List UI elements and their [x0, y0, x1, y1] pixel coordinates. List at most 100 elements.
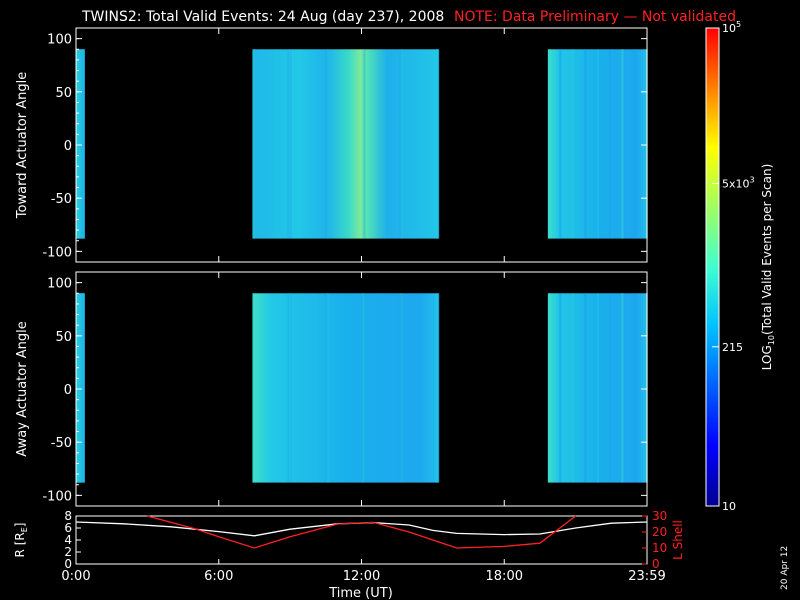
colorbar-tick-label-2: 215 [722, 341, 743, 354]
heatmap-streak [547, 293, 550, 483]
ytick-label-2: 0 [64, 139, 72, 154]
panel-toward-ylabel: Toward Actuator Angle [15, 72, 30, 219]
lshell-tick-label-1: 20 [652, 525, 667, 539]
heatmap-streak [81, 49, 83, 239]
series-line-lshell [147, 515, 576, 549]
heatmap-streak [583, 293, 586, 483]
heatmap-streak [78, 293, 80, 483]
time-tick-label-0: 0:00 [61, 569, 90, 584]
r-tick-label-0: 8 [64, 509, 72, 523]
heatmap-streak [81, 293, 83, 483]
heatmap-streak [287, 293, 290, 483]
heatmap-streak [620, 293, 623, 483]
time-tick-label-2: 12:00 [343, 569, 380, 584]
r-tick-label-4: 0 [64, 557, 72, 571]
colorbar: 105 5x103 215 10 LOG10(Total Valid Events p… [705, 20, 776, 513]
heatmap-streak [362, 49, 365, 239]
heatmap-streak [621, 49, 624, 239]
r-tick-label-2: 4 [64, 533, 72, 547]
panel-toward-data [76, 49, 648, 239]
heatmap-streak [437, 293, 440, 483]
ytick-label-3: -50 [51, 192, 72, 207]
heatmap-streak [559, 293, 562, 483]
heatmap-streak [583, 49, 586, 239]
lshell-tick-label-0: 30 [652, 509, 667, 523]
heatmap-streak [547, 49, 550, 239]
time-tick-label-3: 18:00 [486, 569, 523, 584]
ytick-label-4: -100 [42, 489, 72, 504]
heatmap-block-0 [76, 49, 85, 239]
heatmap-streak [288, 49, 291, 239]
series-line-r [75, 521, 648, 537]
heatmap-streak [362, 293, 365, 483]
heatmap-streak [78, 293, 80, 483]
panel-toward: 100 50 0 -50 -100 Toward Actuator Angle [15, 27, 648, 263]
r-axis-label: R [RE] [13, 523, 29, 558]
heatmap-streak [77, 49, 79, 239]
heatmap-streak [252, 293, 255, 483]
colorbar-tick-label-1: 5x103 [722, 175, 755, 190]
heatmap-streak [558, 49, 561, 239]
heatmap-streak [584, 293, 587, 483]
heatmap-streak [82, 49, 84, 239]
heatmap-streak [80, 293, 82, 483]
heatmap-streak [363, 49, 366, 239]
heatmap-streak [621, 293, 624, 483]
r-tick-label-3: 2 [64, 545, 72, 559]
heatmap-streak [399, 293, 402, 483]
heatmap-streak [325, 49, 328, 239]
heatmap-streak [289, 293, 292, 483]
heatmap-streak [437, 49, 440, 239]
heatmap-block-1 [252, 49, 439, 239]
heatmap-streak [608, 293, 611, 483]
heatmap-streak [633, 293, 636, 483]
panel-away: 100 50 0 -50 -100 Away Actuator Angle [15, 271, 648, 507]
colorbar-tick-label-0: 105 [722, 20, 741, 35]
heatmap-streak [571, 293, 574, 483]
heatmap-streak [558, 293, 561, 483]
heatmap-streak [596, 49, 599, 239]
heatmap-streak [559, 49, 562, 239]
heatmap-streak [633, 49, 636, 239]
panel-ephemeris-lines [75, 515, 648, 549]
heatmap-streak [78, 49, 80, 239]
heatmap-streak [76, 293, 78, 483]
heatmap-streak [77, 293, 79, 483]
heatmap-block-0 [76, 293, 85, 483]
colorbar-tick-label-3: 10 [722, 500, 736, 513]
heatmap-streak [400, 293, 403, 483]
heatmap-streak [325, 293, 328, 483]
heatmap-streak [400, 49, 403, 239]
heatmap-streak [399, 49, 402, 239]
heatmap-streak [83, 49, 85, 239]
heatmap-streak [83, 293, 85, 483]
panel-toward-yaxis: 100 50 0 -50 -100 [42, 27, 648, 263]
panel-away-yaxis: 100 50 0 -50 -100 [42, 271, 648, 507]
lshell-tick-label-3: 0 [652, 557, 660, 571]
ytick-label-0: 100 [47, 277, 72, 292]
date-stamp: 20 Apr 12 [780, 546, 790, 590]
preliminary-note: NOTE: Data Preliminary — Not validated [454, 9, 736, 25]
heatmap-streak [82, 293, 84, 483]
panel-away-data [76, 293, 648, 483]
ytick-label-1: 50 [55, 86, 72, 101]
ytick-label-1: 50 [55, 330, 72, 345]
colorbar-label: LOG10(Total Valid Events per Scan) [760, 164, 776, 371]
heatmap-streak [76, 293, 78, 483]
colorbar-gradient [706, 28, 719, 506]
heatmap-streak [620, 49, 623, 239]
r-tick-label-1: 6 [64, 521, 72, 535]
heatmap-streak [287, 49, 290, 239]
heatmap-streak [289, 49, 292, 239]
heatmap-streak [584, 49, 587, 239]
figure-title: TWINS2: Total Valid Events: 24 Aug (day … [81, 9, 444, 25]
ytick-label-2: 0 [64, 383, 72, 398]
heatmap-streak [252, 49, 255, 239]
heatmap-streak [79, 293, 81, 483]
panel-away-ylabel: Away Actuator Angle [15, 321, 30, 456]
heatmap-streak [78, 49, 80, 239]
heatmap-streak [80, 49, 82, 239]
